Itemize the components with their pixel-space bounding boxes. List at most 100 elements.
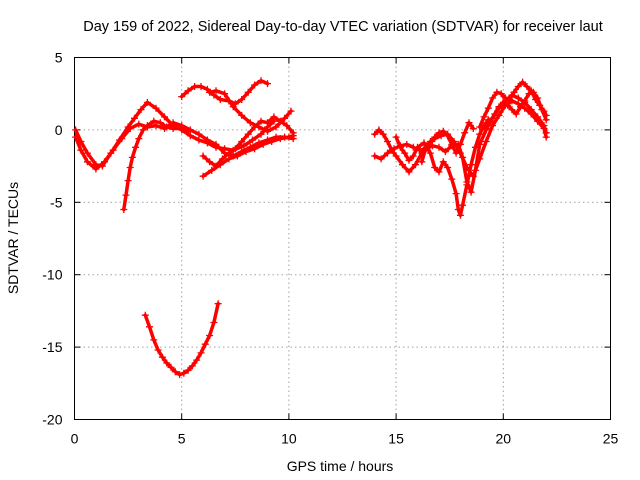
data-point-marker	[519, 78, 527, 86]
data-point-marker	[178, 93, 186, 101]
data-point-marker	[534, 113, 542, 121]
y-tick-label: 0	[55, 122, 63, 138]
data-point-marker	[486, 117, 494, 125]
series-arc-8	[206, 87, 295, 135]
data-point-marker	[448, 175, 456, 183]
data-point-marker	[259, 140, 267, 148]
data-point-marker	[163, 359, 171, 367]
data-point-marker	[132, 143, 140, 151]
data-point-marker	[510, 88, 518, 96]
data-point-marker	[238, 138, 246, 145]
data-point-marker	[208, 166, 216, 174]
data-point-marker	[456, 211, 464, 219]
tick-labels: 0 5 10 15 20 25 5 0 -5 -10 -15 -20	[42, 50, 618, 447]
data-point-marker	[135, 135, 143, 143]
series-trace	[143, 301, 220, 377]
data-point-marker	[482, 138, 490, 145]
data-point-marker	[146, 323, 153, 331]
data-point-marker	[251, 81, 259, 89]
data-point-marker	[480, 113, 488, 121]
data-point-marker	[163, 123, 171, 131]
data-point-marker	[289, 132, 297, 140]
data-point-marker	[264, 127, 271, 135]
x-tick-label: 15	[388, 431, 404, 447]
data-point-marker	[476, 130, 484, 138]
data-point-marker	[471, 166, 479, 174]
data-point-marker	[83, 158, 91, 166]
data-point-marker	[411, 161, 419, 169]
data-point-marker	[216, 161, 224, 169]
data-point-marker	[242, 148, 250, 156]
data-point-marker	[431, 164, 439, 171]
data-point-marker	[184, 127, 192, 135]
data-point-marker	[517, 103, 524, 111]
data-point-marker	[203, 136, 211, 144]
data-point-marker	[401, 149, 409, 157]
data-point-marker	[268, 138, 276, 145]
data-point-marker	[257, 117, 265, 125]
data-point-marker	[495, 111, 503, 119]
data-point-marker	[244, 130, 252, 138]
series-arc-14	[482, 88, 550, 132]
data-point-marker	[199, 152, 207, 160]
data-point-marker	[251, 145, 259, 153]
data-point-marker	[161, 113, 168, 121]
data-point-marker	[506, 96, 514, 103]
data-point-marker	[501, 94, 509, 102]
data-point-marker	[529, 88, 537, 96]
data-point-marker	[396, 143, 404, 151]
data-point-marker	[405, 168, 413, 176]
data-point-marker	[238, 111, 246, 119]
data-point-marker	[124, 177, 132, 185]
data-point-marker	[469, 125, 477, 132]
data-point-marker	[122, 191, 130, 199]
data-point-marker	[257, 77, 265, 85]
data-point-marker	[229, 103, 237, 111]
data-point-marker	[542, 116, 550, 124]
data-point-marker	[128, 153, 136, 161]
data-point-marker	[214, 300, 222, 308]
data-point-marker	[497, 90, 505, 98]
data-point-marker	[143, 98, 151, 106]
data-point-marker	[72, 133, 80, 141]
data-point-marker	[212, 87, 220, 95]
data-point-marker	[435, 143, 443, 151]
x-tick-label: 25	[603, 431, 619, 447]
x-tick-label: 20	[496, 431, 512, 447]
data-point-marker	[272, 123, 280, 131]
x-axis-label: GPS time / hours	[287, 458, 394, 474]
data-point-marker	[126, 164, 134, 171]
data-point-marker	[540, 122, 548, 130]
data-point-marker	[456, 140, 464, 148]
series-arc-3	[120, 117, 192, 213]
data-point-marker	[542, 129, 550, 137]
data-point-marker	[499, 98, 507, 106]
data-point-marker	[150, 336, 158, 344]
data-point-marker	[169, 125, 177, 132]
data-point-marker	[188, 362, 196, 370]
data-point-marker	[120, 206, 128, 213]
data-point-marker	[141, 311, 149, 319]
data-point-marker	[489, 94, 497, 102]
data-point-marker	[126, 125, 134, 132]
y-tick-label: -15	[42, 339, 62, 355]
data-point-marker	[158, 353, 166, 361]
data-point-marker	[471, 143, 479, 151]
data-point-marker	[206, 158, 214, 166]
data-point-marker	[152, 104, 160, 112]
data-point-marker	[452, 190, 460, 198]
data-point-marker	[233, 152, 241, 160]
data-point-marker	[206, 332, 214, 339]
data-point-marker	[476, 123, 484, 131]
x-tick-label: 0	[71, 431, 79, 447]
data-point-marker	[231, 145, 239, 153]
grid-lines	[74, 57, 611, 420]
data-point-marker	[429, 142, 436, 150]
data-point-marker	[463, 181, 471, 189]
data-point-marker	[392, 133, 400, 141]
data-point-marker	[454, 206, 462, 213]
data-point-marker	[244, 88, 252, 96]
data-point-marker	[283, 122, 291, 130]
data-point-marker	[403, 140, 411, 148]
x-tick-label: 10	[281, 431, 297, 447]
